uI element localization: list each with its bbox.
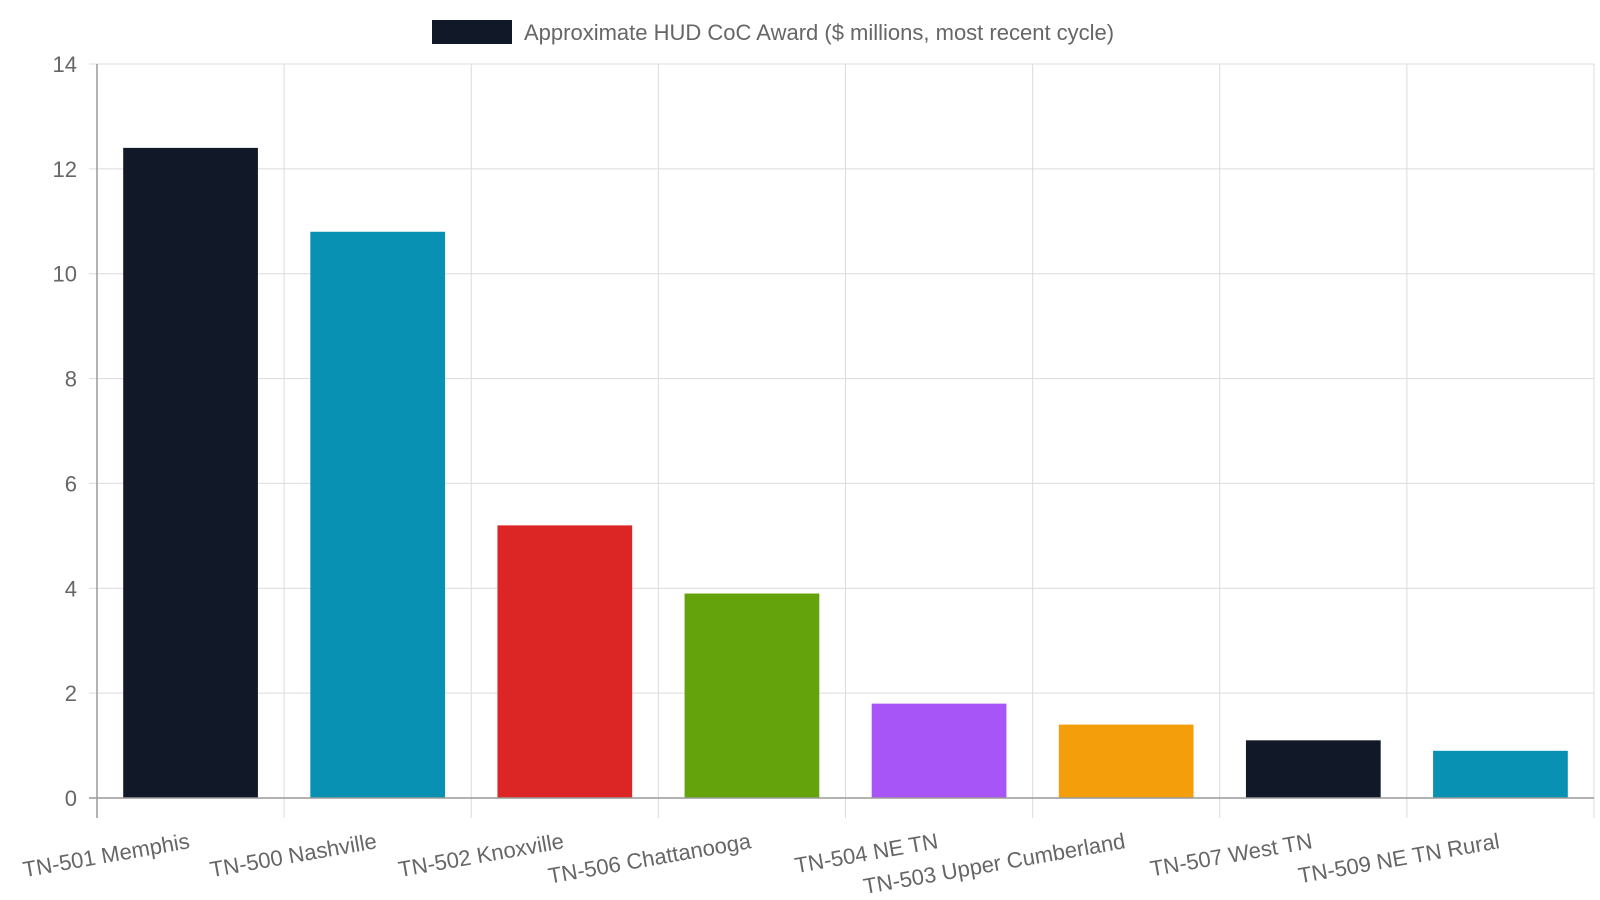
y-tick-label: 10 bbox=[53, 262, 77, 287]
bar[interactable] bbox=[1433, 750, 1568, 798]
legend-label: Approximate HUD CoC Award ($ millions, m… bbox=[524, 20, 1114, 45]
y-axis-ticks: 0 2 4 6 8 10 12 14 bbox=[53, 52, 77, 811]
bar[interactable] bbox=[871, 703, 1007, 798]
bar[interactable] bbox=[497, 525, 633, 798]
x-tick-label: TN-500 Nashville bbox=[208, 828, 379, 882]
bar[interactable] bbox=[123, 147, 258, 798]
x-tick-label: TN-506 Chattanooga bbox=[546, 828, 753, 888]
bar[interactable] bbox=[684, 593, 820, 798]
legend[interactable]: Approximate HUD CoC Award ($ millions, m… bbox=[432, 20, 1114, 45]
legend-swatch bbox=[432, 20, 512, 44]
y-tick-label: 4 bbox=[65, 576, 77, 601]
bar[interactable] bbox=[310, 231, 446, 798]
y-tick-label: 0 bbox=[65, 786, 77, 811]
x-axis-labels: TN-501 Memphis TN-500 Nashville TN-502 Kno… bbox=[21, 828, 1501, 899]
x-tick-label: TN-501 Memphis bbox=[21, 828, 191, 882]
x-tick-label: TN-509 NE TN Rural bbox=[1296, 828, 1501, 888]
x-tick-label: TN-507 West TN bbox=[1148, 828, 1314, 881]
y-tick-label: 8 bbox=[65, 367, 77, 392]
axes bbox=[89, 64, 1594, 818]
y-tick-label: 2 bbox=[65, 681, 77, 706]
y-tick-label: 14 bbox=[53, 52, 77, 77]
x-tick-label: TN-502 Knoxville bbox=[396, 828, 565, 882]
y-tick-label: 6 bbox=[65, 471, 77, 496]
bars bbox=[123, 147, 1568, 798]
y-tick-label: 12 bbox=[53, 157, 77, 182]
bar[interactable] bbox=[1058, 724, 1194, 798]
bar[interactable] bbox=[1245, 740, 1381, 798]
